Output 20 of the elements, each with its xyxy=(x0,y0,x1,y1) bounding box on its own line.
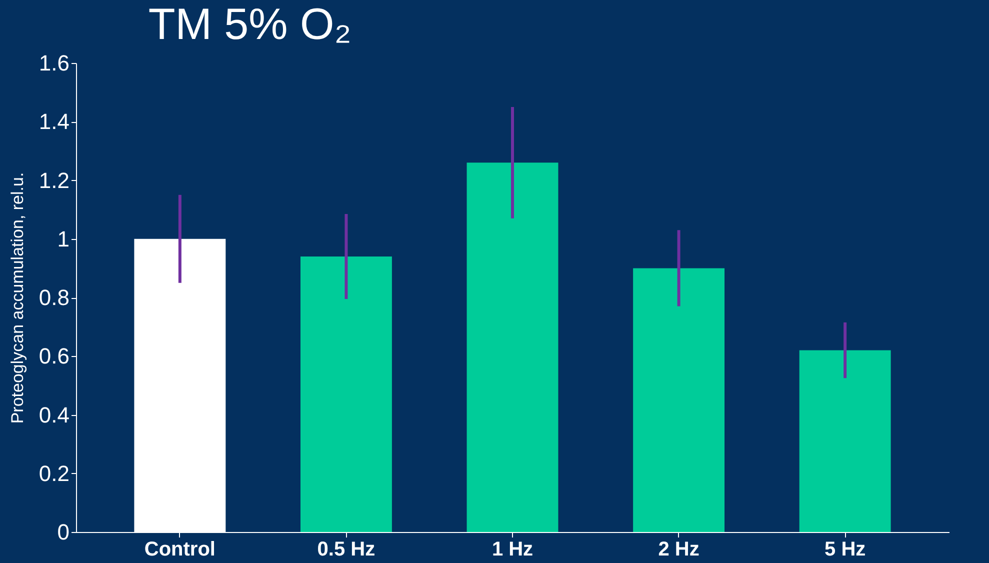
x-tick-label: 5 Hz xyxy=(824,538,866,560)
y-tick-label: 0.6 xyxy=(38,344,70,369)
x-tick-label: 1 Hz xyxy=(492,538,534,560)
bar xyxy=(633,268,725,532)
y-tick-label: 1.2 xyxy=(38,168,70,193)
y-tick-label: 0.4 xyxy=(38,402,70,428)
x-tick-label: 2 Hz xyxy=(658,538,700,560)
y-tick-label: 1.6 xyxy=(38,50,70,76)
y-tick-label: 0.2 xyxy=(38,460,70,486)
y-tick-label: 1.4 xyxy=(38,109,70,134)
y-axis-title: Proteoglycan accumulation, rel.u. xyxy=(8,172,27,424)
y-tick-label: 1 xyxy=(57,226,70,252)
x-tick-label: Control xyxy=(144,538,216,560)
bar xyxy=(799,350,891,532)
bar xyxy=(466,162,558,532)
bar xyxy=(300,256,392,532)
x-tick-label: 0.5 Hz xyxy=(317,538,376,560)
y-tick-label: 0 xyxy=(57,520,70,544)
y-tick-label: 0.8 xyxy=(38,285,70,310)
chart-title: TM 5% O₂ xyxy=(148,0,352,49)
